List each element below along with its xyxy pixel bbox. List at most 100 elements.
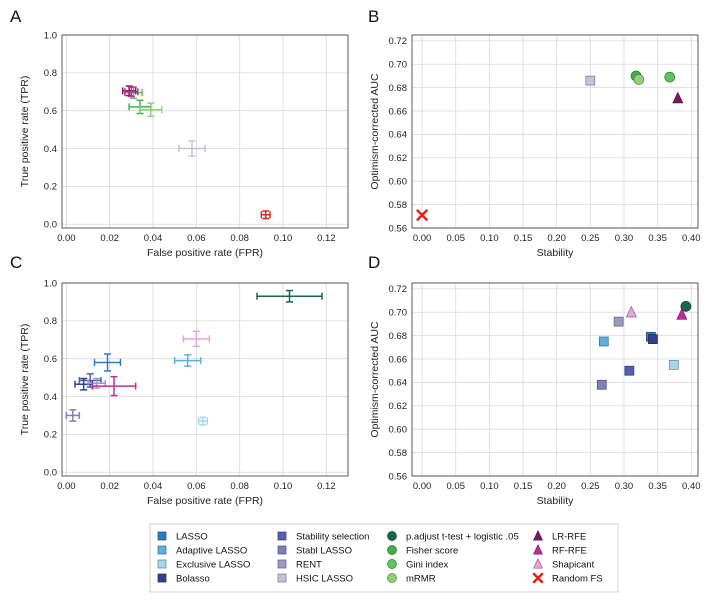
legend-label: Shapicant — [552, 560, 595, 571]
x-tick-label: 0.06 — [187, 481, 206, 492]
point-p-adjust-t-test-logistic-05 — [680, 301, 692, 312]
errorbar-mrmr — [139, 102, 163, 118]
point-adaptive-lasso — [598, 336, 609, 347]
legend-marker-stability-selection — [277, 531, 287, 541]
legend-marker-mrmr — [387, 573, 397, 583]
legend-item-stability-selection: Stability selection — [277, 531, 369, 543]
y-tick-label: 0.8 — [44, 316, 57, 327]
errorbar-exclusive-lasso — [197, 416, 208, 426]
point-shapicant — [625, 305, 637, 318]
point-random-fs — [416, 209, 428, 221]
x-tick-label: 0.06 — [187, 233, 206, 244]
panel-d-auc-vs-stability: 0.00 0.05 0.10 0.15 0.20 0.25 0.30 0.35 0.40 0.56… — [369, 282, 701, 507]
legend-item-shapicant: Shapicant — [533, 557, 595, 571]
x-tick-label: 0.40 — [682, 481, 701, 492]
legend-label: RF-RFE — [552, 546, 587, 557]
y-tick-label: 0.6 — [44, 106, 57, 117]
legend-label: p.adjust t-test + logistic .05 — [406, 532, 519, 543]
x-tick-label: 0.30 — [615, 481, 634, 492]
legend-item-exclusive-lasso: Exclusive LASSO — [157, 560, 250, 571]
x-tick-label: 0.00 — [57, 233, 76, 244]
y-tick-label: 0.2 — [44, 182, 57, 193]
plot-frame — [61, 34, 349, 229]
panel-a-tpr-vs-fpr: 0.00 0.02 0.04 0.06 0.08 0.10 0.12 0.0 0.2 0.4 0.6… — [19, 30, 349, 259]
x-tick-label: 0.40 — [682, 233, 701, 244]
x-tick-label: 0.04 — [144, 233, 163, 244]
legend-marker-stabl-lasso — [277, 545, 287, 555]
x-tick-label: 0.00 — [413, 481, 432, 492]
legend-label: LR-RFE — [552, 532, 586, 543]
point-bolasso — [648, 334, 658, 344]
x-tick-label: 0.20 — [547, 481, 566, 492]
y-tick-label: 0.62 — [389, 153, 408, 164]
y-tick-label: 0.60 — [389, 425, 408, 436]
point-hsic-lasso — [585, 75, 596, 86]
plot-frame — [411, 282, 699, 477]
legend-marker-lasso — [157, 531, 167, 541]
y-tick-label: 0.72 — [389, 36, 408, 47]
legend-frame — [149, 523, 619, 593]
x-tick-label: 0.00 — [413, 233, 432, 244]
panel-letter-b: B — [368, 7, 379, 26]
y-tick-label: 0.58 — [389, 200, 408, 211]
x-tick-label: 0.05 — [446, 481, 465, 492]
y-tick-label: 0.72 — [389, 284, 408, 295]
legend-label: Fisher score — [406, 546, 458, 557]
y-tick-label: 0.0 — [44, 468, 57, 479]
y-tick-label: 0.60 — [389, 177, 408, 188]
x-axis-label: Stability — [537, 247, 575, 259]
legend-marker-adaptive-lasso — [157, 545, 167, 555]
y-tick-label: 0.62 — [389, 401, 408, 412]
x-tick-label: 0.10 — [480, 481, 499, 492]
legend-label: HSIC LASSO — [296, 574, 353, 585]
legend-marker-gini-index — [387, 559, 397, 569]
y-tick-label: 0.4 — [44, 392, 57, 403]
legend: LASSO Adaptive LASSO Exclusive LASSO Bolass… — [149, 523, 619, 593]
legend-label: Random FS — [552, 574, 603, 585]
x-tick-label: 0.02 — [100, 481, 119, 492]
legend-label: Bolasso — [176, 574, 210, 585]
y-axis-label: Optimism-corrected AUC — [369, 73, 381, 190]
y-tick-label: 0.56 — [389, 471, 408, 482]
point-stability-selection — [624, 365, 635, 376]
errorbar-adaptive-lasso — [173, 354, 202, 368]
errorbar-random-fs — [260, 210, 271, 220]
y-tick-label: 0.68 — [389, 83, 408, 94]
y-axis-label: True positive rate (TPR) — [19, 76, 31, 188]
legend-item-fisher-score: Fisher score — [387, 545, 458, 557]
x-tick-label: 0.12 — [317, 481, 336, 492]
legend-item-hsic-lasso: HSIC LASSO — [277, 574, 353, 585]
panel-b-auc-vs-stability: 0.00 0.05 0.10 0.15 0.20 0.25 0.30 0.35 0.40 0.56… — [369, 34, 701, 259]
y-tick-label: 0.4 — [44, 144, 57, 155]
errorbar-shapicant — [182, 330, 211, 348]
panel-letter-a: A — [10, 7, 22, 26]
errorbar-hsic-lasso — [178, 140, 206, 157]
x-tick-label: 0.08 — [230, 481, 249, 492]
x-tick-label: 0.05 — [446, 233, 465, 244]
errorbar-stabl-lasso — [65, 409, 81, 422]
point-stabl-lasso — [596, 379, 607, 390]
y-tick-label: 1.0 — [44, 278, 57, 289]
y-tick-label: 0.64 — [389, 378, 408, 389]
y-tick-label: 0.64 — [389, 130, 408, 141]
y-axis-label: Optimism-corrected AUC — [369, 321, 381, 438]
legend-label: Gini index — [406, 560, 448, 571]
plot-frame — [61, 282, 349, 477]
y-tick-label: 0.70 — [389, 60, 408, 71]
legend-marker-p-adjust-t-test-logistic-05 — [387, 531, 397, 541]
x-tick-label: 0.30 — [615, 233, 634, 244]
point-lr-rfe — [672, 91, 684, 104]
x-tick-label: 0.25 — [581, 481, 600, 492]
y-tick-label: 0.56 — [389, 223, 408, 234]
errorbar-bolasso — [74, 377, 94, 391]
legend-marker-rf-rfe — [533, 543, 543, 555]
legend-label: Stabl LASSO — [296, 546, 352, 557]
panel-c-tpr-vs-fpr: 0.00 0.02 0.04 0.06 0.08 0.10 0.12 0.0 0.2 0.4 0.6… — [19, 278, 349, 507]
legend-marker-bolasso — [157, 573, 167, 583]
x-tick-label: 0.12 — [317, 233, 336, 244]
errorbar-rf-rfe — [91, 375, 137, 397]
legend-item-lasso: LASSO — [157, 531, 208, 543]
errorbar-p-adjust-t-test-logistic-05 — [256, 289, 323, 303]
legend-item-random-fs: Random FS — [532, 572, 603, 585]
legend-label: Adaptive LASSO — [176, 546, 247, 557]
